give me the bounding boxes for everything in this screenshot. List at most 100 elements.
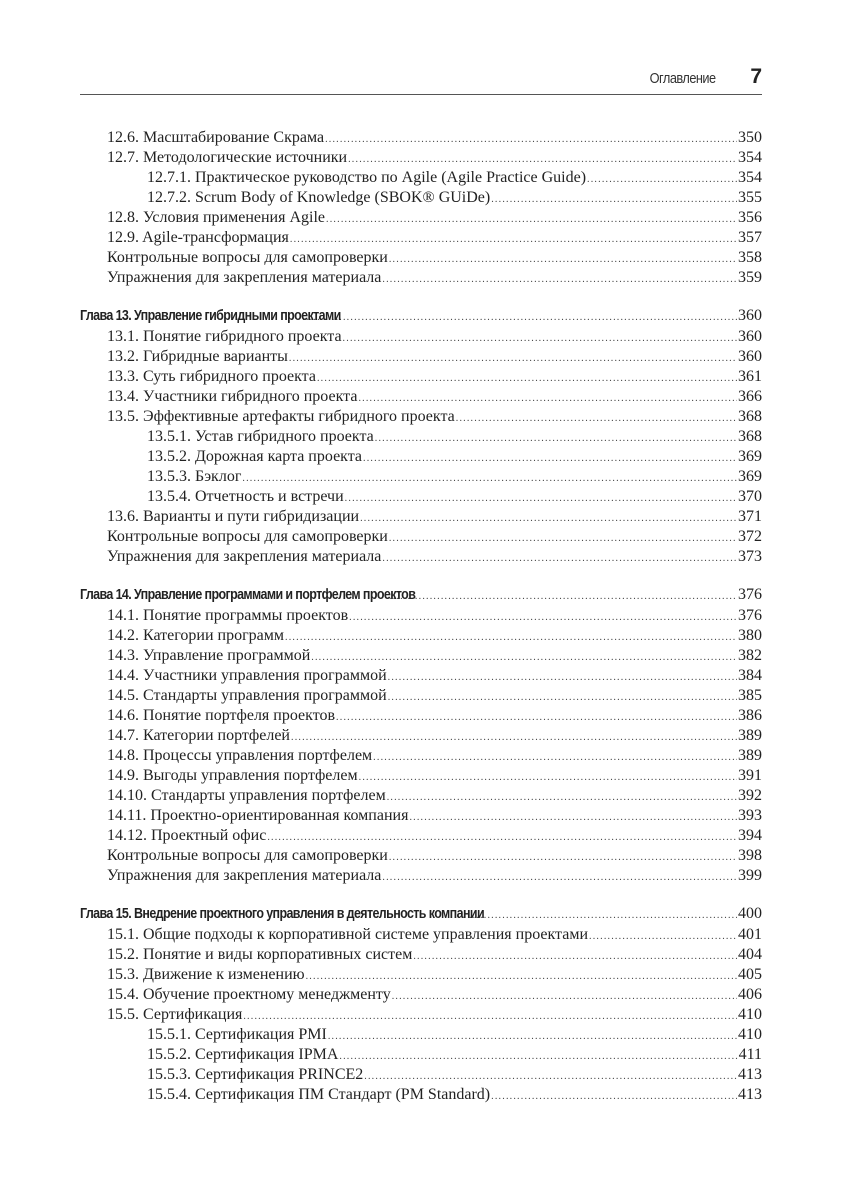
entry-page-number: 400 xyxy=(738,905,762,922)
entry-page-number: 369 xyxy=(738,448,762,465)
dot-leader xyxy=(389,529,737,549)
toc-entry: 14.3. Управление программой 382 xyxy=(80,646,762,666)
dot-leader xyxy=(373,748,737,768)
page-number: 7 xyxy=(750,65,762,88)
entry-title: Глава 14. Управление программами и портф… xyxy=(80,587,416,603)
entry-title: Контрольные вопросы для самопроверки xyxy=(107,847,388,864)
toc-entry: 13.1. Понятие гибридного проекта 360 xyxy=(80,327,762,347)
dot-leader xyxy=(364,1067,737,1087)
entry-page-number: 376 xyxy=(738,586,762,603)
toc-entry: 12.8. Условия применения Agile 356 xyxy=(80,208,762,228)
dot-leader xyxy=(306,967,737,987)
entry-title: 14.9. Выгоды управления портфелем xyxy=(107,767,358,784)
entry-page-number: 360 xyxy=(738,348,762,365)
dot-leader xyxy=(360,509,737,529)
entry-page-number: 354 xyxy=(738,169,762,186)
dot-leader xyxy=(311,648,737,668)
entry-title: 15.2. Понятие и виды корпоративных систе… xyxy=(107,946,413,963)
entry-page-number: 386 xyxy=(738,707,762,724)
entry-page-number: 413 xyxy=(738,1066,762,1083)
toc-entry: 15.5.4. Сертификация ПМ Стандарт (PM Sta… xyxy=(80,1085,762,1105)
entry-title: 13.5.3. Бэклог xyxy=(147,468,242,485)
entry-page-number: 385 xyxy=(738,687,762,704)
entry-page-number: 371 xyxy=(738,508,762,525)
entry-page-number: 356 xyxy=(738,209,762,226)
dot-leader xyxy=(389,250,737,270)
entry-title: 14.6. Понятие портфеля проектов xyxy=(107,707,336,724)
entry-title: 14.1. Понятие программы проектов xyxy=(107,607,349,624)
entry-title: 13.5.1. Устав гибридного проекта xyxy=(147,428,374,445)
entry-page-number: 368 xyxy=(738,408,762,425)
dot-leader xyxy=(413,947,737,967)
entry-page-number: 369 xyxy=(738,468,762,485)
dot-leader xyxy=(469,905,737,927)
entry-page-number: 410 xyxy=(738,1026,762,1043)
entry-page-number: 405 xyxy=(738,966,762,983)
entry-title: 12.7.2. Scrum Body of Knowledge (SBOK® G… xyxy=(147,189,491,206)
entry-page-number: 376 xyxy=(738,607,762,624)
dot-leader xyxy=(587,170,737,190)
entry-title: 14.2. Категории программ xyxy=(107,627,285,644)
entry-title: 12.7.1. Практическое руководство по Agil… xyxy=(147,169,587,186)
entry-title: Контрольные вопросы для самопроверки xyxy=(107,249,388,266)
toc-entry: Упражнения для закрепления материала 399 xyxy=(80,866,762,886)
toc-entry: 14.11. Проектно-ориентированная компания… xyxy=(80,806,762,826)
dot-leader xyxy=(343,329,737,349)
dot-leader xyxy=(359,768,737,788)
entry-title: 12.8. Условия применения Agile xyxy=(107,209,326,226)
toc-chapter-entry: Глава 15. Внедрение проектного управлени… xyxy=(80,903,762,925)
toc-entry: 15.3. Движение к изменению 405 xyxy=(80,965,762,985)
entry-page-number: 389 xyxy=(738,727,762,744)
entry-title: 14.11. Проектно-ориентированная компания xyxy=(107,807,409,824)
running-header: Оглавление 7 xyxy=(80,65,762,95)
dot-leader xyxy=(358,389,737,409)
dot-leader xyxy=(328,1027,737,1047)
dot-leader xyxy=(363,449,737,469)
entry-title: 13.4. Участники гибридного проекта xyxy=(107,388,358,405)
entry-title: 14.7. Категории портфелей xyxy=(107,727,290,744)
toc-entry: 13.4. Участники гибридного проекта 366 xyxy=(80,387,762,407)
dot-leader xyxy=(409,808,737,828)
dot-leader xyxy=(382,868,737,888)
entry-title: 15.5. Сертификация xyxy=(107,1006,243,1023)
dot-leader xyxy=(336,708,737,728)
toc-section: Глава 13. Управление гибридными проектам… xyxy=(80,305,762,567)
entry-page-number: 361 xyxy=(738,368,762,385)
entry-title: 13.3. Суть гибридного проекта xyxy=(107,368,316,385)
dot-leader xyxy=(302,307,737,329)
toc-entry: 12.7.2. Scrum Body of Knowledge (SBOK® G… xyxy=(80,188,762,208)
dot-leader xyxy=(290,230,737,250)
entry-title: 14.4. Участники управления программой xyxy=(107,667,387,684)
entry-title: 15.5.1. Сертификация PMI xyxy=(147,1026,327,1043)
dot-leader xyxy=(491,1087,737,1107)
entry-title: Упражнения для закрепления материала xyxy=(107,548,382,565)
dot-leader xyxy=(375,429,737,449)
entry-title: 13.5.2. Дорожная карта проекта xyxy=(147,448,363,465)
toc-entry: 12.6. Масштабирование Скрама 350 xyxy=(80,128,762,148)
toc-entry: 14.10. Стандарты управления портфелем 392 xyxy=(80,786,762,806)
entry-page-number: 359 xyxy=(738,269,762,286)
toc-section: Глава 15. Внедрение проектного управлени… xyxy=(80,903,762,1105)
entry-page-number: 360 xyxy=(738,328,762,345)
dot-leader xyxy=(345,489,737,509)
entry-page-number: 368 xyxy=(738,428,762,445)
entry-title: 14.10. Стандарты управления портфелем xyxy=(107,787,386,804)
dot-leader xyxy=(325,130,737,150)
dot-leader xyxy=(382,270,737,290)
entry-title: 14.5. Стандарты управления программой xyxy=(107,687,387,704)
entry-title: Глава 15. Внедрение проектного управлени… xyxy=(80,906,485,922)
entry-page-number: 355 xyxy=(738,189,762,206)
entry-title: 14.8. Процессы управления портфелем xyxy=(107,747,373,764)
dot-leader xyxy=(589,927,737,947)
dot-leader xyxy=(291,728,737,748)
entry-page-number: 373 xyxy=(738,548,762,565)
entry-page-number: 413 xyxy=(738,1086,762,1103)
dot-leader xyxy=(285,628,737,648)
toc-entry: 14.4. Участники управления программой 384 xyxy=(80,666,762,686)
toc-entry: 14.6. Понятие портфеля проектов 386 xyxy=(80,706,762,726)
toc-entry: 15.4. Обучение проектному менеджменту 406 xyxy=(80,985,762,1005)
toc-entry: 15.5.1. Сертификация PMI 410 xyxy=(80,1025,762,1045)
toc-entry: 12.7.1. Практическое руководство по Agil… xyxy=(80,168,762,188)
entry-page-number: 354 xyxy=(738,149,762,166)
toc-entry: 13.5. Эффективные артефакты гибридного п… xyxy=(80,407,762,427)
